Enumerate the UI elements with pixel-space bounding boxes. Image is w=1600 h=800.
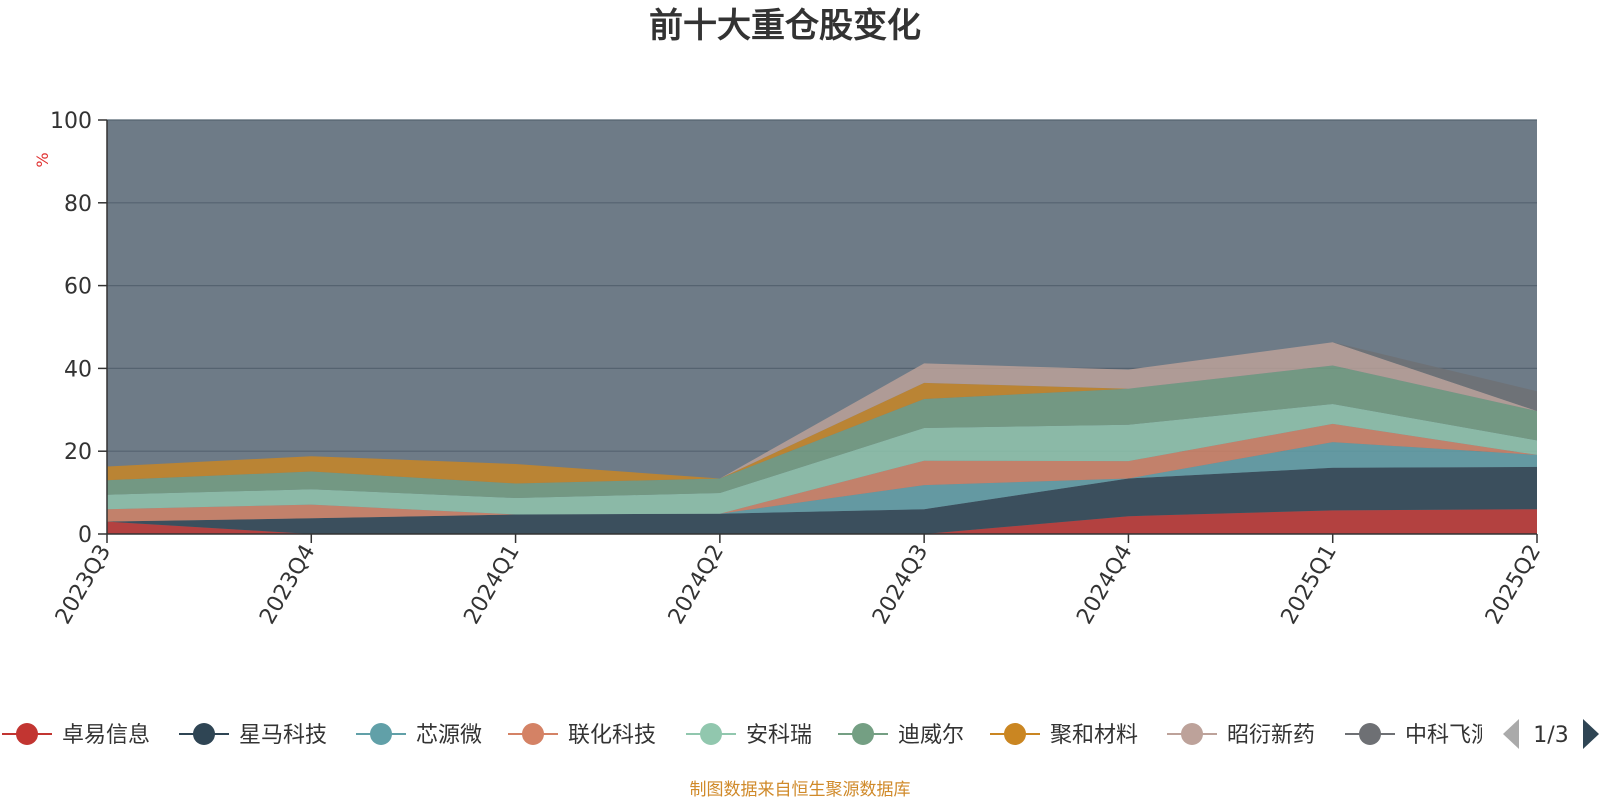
legend-marker-dot	[16, 723, 38, 745]
legend-prev-arrow-icon[interactable]	[1503, 719, 1519, 749]
area-迪威尔	[107, 365, 1537, 498]
legend-item[interactable]: 星马科技	[179, 723, 327, 748]
x-tick-label: 2025Q1	[1277, 541, 1342, 629]
legend-marker-dot	[193, 723, 215, 745]
legend-item[interactable]: 中科飞测	[1345, 723, 1493, 748]
legend-marker-dot	[522, 723, 544, 745]
legend-pager: 1/3	[1503, 719, 1599, 749]
legend-label: 迪威尔	[898, 723, 964, 748]
legend-marker-dot	[852, 723, 874, 745]
legend-label: 昭衍新药	[1227, 723, 1315, 748]
x-tick-label: 2023Q4	[255, 541, 320, 629]
legend-item[interactable]: 聚和材料	[990, 723, 1138, 748]
x-tick-label: 2024Q3	[868, 541, 933, 629]
legend-marker-dot	[1004, 723, 1026, 745]
area-联化科技	[107, 423, 1537, 522]
legend-label: 芯源微	[416, 723, 482, 748]
legend-label: 安科瑞	[746, 723, 812, 748]
x-tick-label: 2024Q1	[459, 541, 524, 629]
legend-next-arrow-icon[interactable]	[1583, 719, 1599, 749]
y-tick-label: 60	[64, 275, 92, 300]
area-芯源微	[107, 442, 1537, 522]
legend-label: 联化科技	[568, 723, 656, 748]
y-tick-label: 40	[64, 357, 92, 382]
legend-marker-dot	[1181, 723, 1203, 745]
area-安科瑞	[107, 404, 1537, 515]
legend-marker-dot	[1359, 723, 1381, 745]
y-axis-label: %	[33, 152, 52, 167]
legend-item[interactable]: 昭衍新药	[1167, 723, 1315, 748]
legend-label: 聚和材料	[1050, 723, 1138, 748]
legend-item[interactable]: 迪威尔	[838, 723, 964, 748]
legend-page-indicator: 1/3	[1533, 723, 1568, 748]
legend-item[interactable]: 联化科技	[508, 723, 656, 748]
chart-title: 前十大重仓股变化	[649, 6, 921, 46]
legend: 卓易信息 星马科技 芯源微 联化科技 安科瑞 迪威尔 聚和材料 昭衍新药 中科飞测	[2, 723, 1493, 748]
legend-item[interactable]: 卓易信息	[2, 723, 150, 748]
x-tick-label: 2024Q4	[1072, 541, 1137, 629]
x-tick-label: 2023Q3	[51, 541, 116, 629]
y-tick-label: 0	[78, 523, 92, 548]
legend-item[interactable]: 安科瑞	[686, 723, 812, 748]
data-source-note: 制图数据来自恒生聚源数据库	[690, 780, 911, 800]
y-tick-label: 80	[64, 192, 92, 217]
legend-marker-dot	[700, 723, 722, 745]
legend-marker-dot	[370, 723, 392, 745]
legend-label: 卓易信息	[62, 723, 150, 748]
area-星马科技	[107, 466, 1537, 534]
legend-item[interactable]: 芯源微	[356, 723, 482, 748]
legend-label: 中科飞测	[1405, 723, 1493, 748]
area-聚和材料	[107, 365, 1537, 484]
area-series	[107, 342, 1537, 534]
area-昭衍新药	[107, 342, 1537, 479]
x-tick-label: 2025Q2	[1481, 541, 1546, 629]
legend-label: 星马科技	[239, 723, 327, 748]
y-tick-label: 100	[50, 109, 92, 134]
x-tick-label: 2024Q2	[664, 541, 729, 629]
y-tick-label: 20	[64, 440, 92, 465]
area-卓易信息	[107, 509, 1537, 534]
